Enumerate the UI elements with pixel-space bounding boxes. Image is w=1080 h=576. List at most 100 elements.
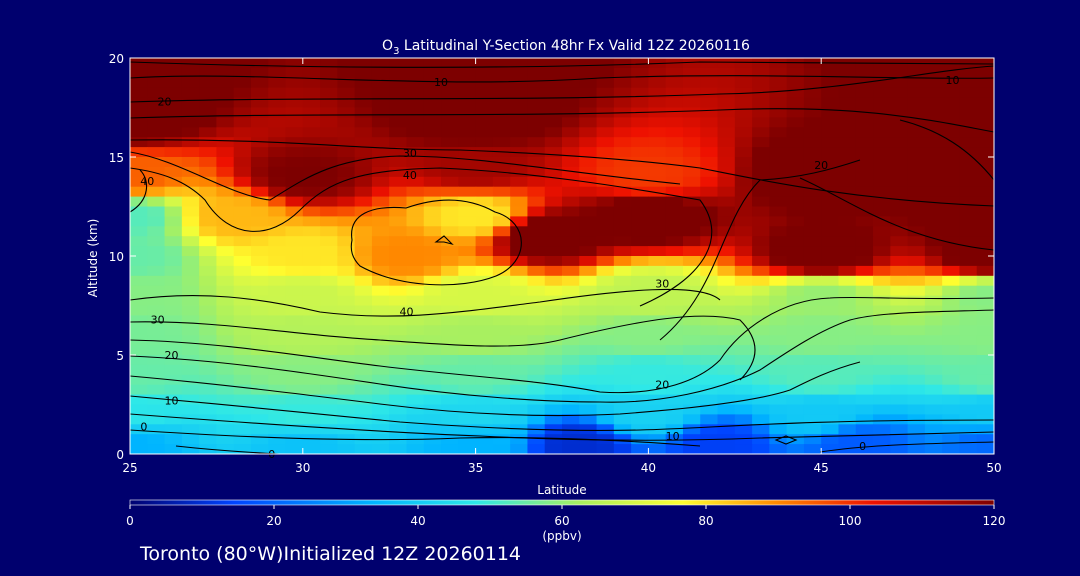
field-cell xyxy=(803,236,822,247)
field-cell xyxy=(821,374,840,386)
field-cell xyxy=(475,374,494,386)
field-cell xyxy=(389,256,408,267)
field-cell xyxy=(492,246,511,257)
field-cell xyxy=(803,355,822,366)
field-cell xyxy=(302,137,321,148)
field-cell xyxy=(959,404,978,415)
field-cell xyxy=(562,265,580,277)
field-cell xyxy=(475,444,494,454)
field-cell xyxy=(648,265,667,277)
field-cell xyxy=(268,285,287,297)
field-cell xyxy=(700,176,719,188)
field-cell xyxy=(337,176,356,188)
field-cell xyxy=(181,97,200,109)
field-cell xyxy=(354,127,373,138)
field-cell xyxy=(907,315,926,326)
field-cell xyxy=(354,265,373,277)
field-cell xyxy=(855,147,874,158)
field-cell xyxy=(147,166,166,178)
field-cell xyxy=(821,206,840,217)
field-cell xyxy=(976,265,994,277)
field-cell xyxy=(769,186,788,198)
field-cell xyxy=(924,325,943,336)
field-cell xyxy=(665,216,684,227)
field-cell xyxy=(786,226,805,237)
field-cell xyxy=(873,374,891,386)
y-tick-label: 15 xyxy=(109,151,124,165)
field-cell xyxy=(389,384,408,396)
field-cell xyxy=(544,157,563,168)
field-cell xyxy=(786,236,805,247)
field-cell xyxy=(371,265,390,277)
field-cell xyxy=(130,137,148,148)
field-cell xyxy=(717,444,736,454)
field-cell xyxy=(959,127,978,138)
field-cell xyxy=(665,434,684,445)
field-cell xyxy=(959,335,978,346)
field-cell xyxy=(752,226,770,237)
field-cell xyxy=(631,147,649,158)
field-cell xyxy=(855,87,874,99)
field-cell xyxy=(544,127,563,138)
field-cell xyxy=(752,305,770,316)
field-cell xyxy=(216,157,235,168)
field-cell xyxy=(285,186,304,198)
field-cell xyxy=(285,58,304,69)
field-cell xyxy=(562,107,580,118)
field-cell xyxy=(130,117,148,128)
field-cell xyxy=(648,404,667,415)
x-axis-label: Latitude xyxy=(537,483,586,497)
field-cell xyxy=(942,424,961,435)
field-cell xyxy=(942,246,961,257)
field-cell xyxy=(544,166,563,178)
field-cell xyxy=(492,384,511,396)
field-cell xyxy=(924,335,943,346)
field-cell xyxy=(527,434,546,445)
field-cell xyxy=(147,107,166,118)
field-cell xyxy=(838,107,857,118)
field-cell xyxy=(942,444,961,454)
field-cell xyxy=(233,196,252,208)
field-cell xyxy=(717,216,736,227)
field-cell xyxy=(665,236,684,247)
field-cell xyxy=(976,345,994,356)
field-cell xyxy=(596,315,615,326)
field-cell xyxy=(320,166,338,178)
field-cell xyxy=(717,176,736,188)
field-cell xyxy=(752,355,770,366)
field-cell xyxy=(406,147,425,158)
contour-label: 10 xyxy=(666,430,680,443)
field-cell xyxy=(890,434,909,445)
field-cell xyxy=(320,394,338,406)
field-cell xyxy=(665,226,684,237)
field-cell xyxy=(181,345,200,356)
field-cell xyxy=(423,414,442,425)
field-cell xyxy=(786,265,805,277)
field-cell xyxy=(821,364,840,376)
field-cell xyxy=(821,295,840,307)
field-cell xyxy=(130,97,148,109)
field-cell xyxy=(181,285,200,297)
field-cell xyxy=(700,256,719,267)
field-cell xyxy=(631,67,649,79)
field-cell xyxy=(216,77,235,89)
field-cell xyxy=(752,394,770,406)
field-cell xyxy=(924,186,943,198)
field-cell xyxy=(181,246,200,257)
field-cell xyxy=(389,196,408,208)
field-cell xyxy=(130,186,148,198)
field-cell xyxy=(441,325,459,336)
field-cell xyxy=(752,117,770,128)
field-cell xyxy=(838,404,857,415)
field-cell xyxy=(406,414,425,425)
field-cell xyxy=(285,206,304,217)
field-cell xyxy=(527,176,546,188)
field-cell xyxy=(769,206,788,217)
field-cell xyxy=(907,216,926,227)
field-cell xyxy=(682,384,701,396)
field-cell xyxy=(423,424,442,435)
field-cell xyxy=(562,137,580,148)
field-cell xyxy=(976,186,994,198)
field-cell xyxy=(838,256,857,267)
field-cell xyxy=(855,325,874,336)
